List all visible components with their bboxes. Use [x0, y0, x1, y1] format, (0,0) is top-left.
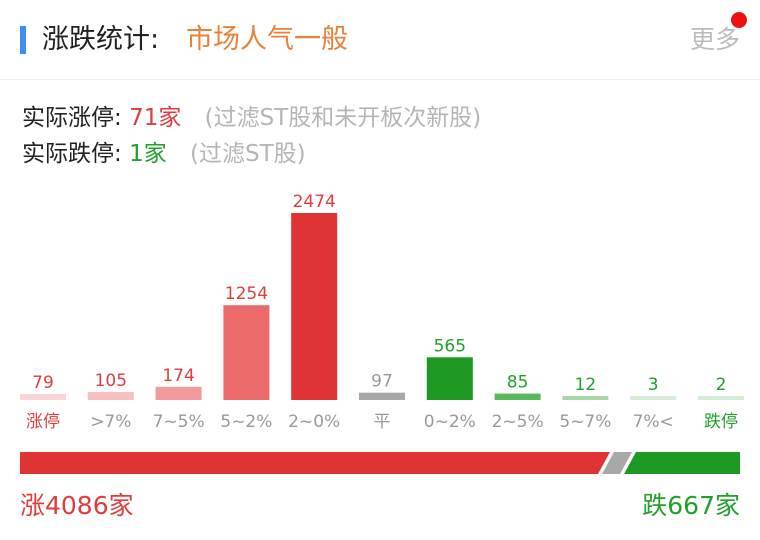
bar-5	[359, 392, 405, 400]
bar-value-label-2: 174	[162, 366, 194, 386]
category-label-2: 7~5%	[153, 412, 205, 432]
bar-1	[87, 392, 134, 400]
up-down-ratio-bar	[20, 452, 740, 474]
limit-up-value: 71家	[129, 105, 182, 131]
limit-up-note: (过滤ST股和未开板次新股)	[204, 105, 482, 131]
bar-10	[698, 396, 744, 400]
bar-value-label-4: 2474	[293, 192, 336, 212]
bar-value-label-10: 2	[716, 375, 727, 395]
bar-value-label-0: 79	[32, 373, 54, 393]
total-up-count: 涨4086家	[20, 491, 134, 520]
bar-value-label-7: 85	[507, 373, 529, 393]
ratio-down-segment	[624, 452, 740, 474]
category-label-7: 2~5%	[492, 412, 544, 432]
category-label-1: >7%	[90, 412, 131, 432]
limit-down-value: 1家	[129, 141, 167, 167]
limit-down-row: 实际跌停: 1家 (过滤ST股)	[22, 138, 306, 170]
header: 涨跌统计: 市场人气一般 更多	[0, 0, 760, 80]
bar-value-label-9: 3	[648, 375, 659, 395]
category-label-3: 5~2%	[220, 412, 272, 432]
limit-down-label: 实际跌停:	[22, 141, 122, 167]
total-down-count: 跌667家	[642, 491, 740, 520]
bar-value-label-1: 105	[95, 371, 127, 391]
limit-up-label: 实际涨停:	[22, 105, 122, 131]
more-link[interactable]: 更多	[689, 25, 740, 54]
bar-2	[155, 386, 202, 400]
category-label-5: 平	[374, 412, 391, 432]
limit-down-note: (过滤ST股)	[190, 141, 306, 167]
bar-3	[223, 305, 270, 400]
bar-value-label-8: 12	[575, 375, 597, 395]
category-label-10: 跌停	[704, 412, 738, 432]
distribution-bar-chart: 79 涨停 105 >7% 174 7~5% 1254 5~2% 2474 2~0% 97 平 565 0…	[20, 192, 744, 432]
title-accent-bar	[20, 26, 26, 54]
category-label-4: 2~0%	[288, 412, 340, 432]
limit-up-row: 实际涨停: 71家 (过滤ST股和未开板次新股)	[22, 102, 481, 134]
category-label-0: 涨停	[26, 412, 60, 432]
market-mood-label: 市场人气一般	[186, 24, 348, 55]
notification-dot	[731, 12, 747, 28]
bar-value-label-3: 1254	[225, 284, 268, 304]
bar-4	[291, 213, 338, 400]
bar-9	[630, 396, 677, 400]
bar-6	[426, 357, 473, 400]
ratio-up-segment	[20, 452, 610, 474]
bar-8	[562, 396, 609, 400]
bar-0	[20, 394, 66, 400]
bar-7	[494, 393, 541, 400]
ratio-flat-segment	[602, 452, 632, 474]
panel-title: 涨跌统计:	[42, 24, 160, 55]
category-label-9: 7%<	[633, 412, 674, 432]
category-label-6: 0~2%	[424, 412, 476, 432]
bar-value-label-6: 565	[434, 336, 466, 356]
bar-value-label-5: 97	[371, 372, 393, 392]
category-label-8: 5~7%	[559, 412, 611, 432]
